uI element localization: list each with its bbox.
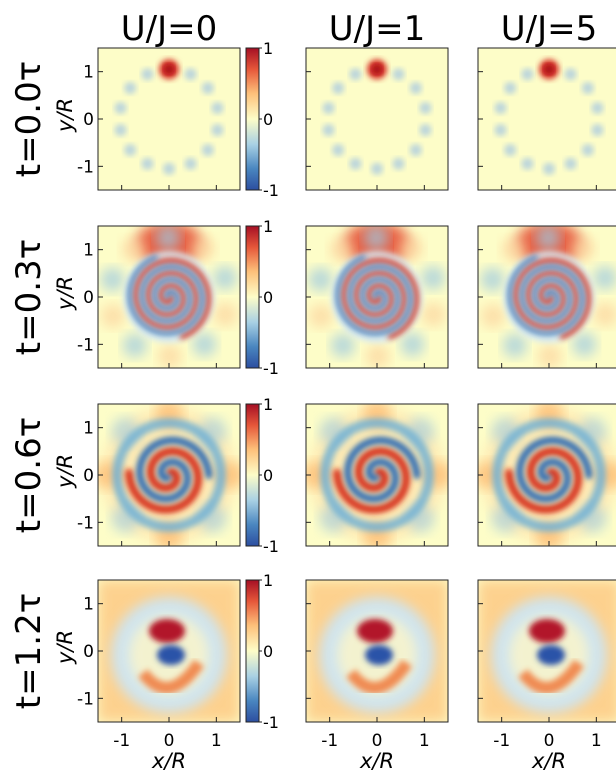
colorbar	[245, 225, 260, 369]
y-tick-label: 0	[83, 466, 94, 486]
colorbar-tick-label: 1	[263, 217, 273, 236]
colorbar-tick-label: 0	[263, 642, 273, 661]
colorbar-tick-label: -1	[263, 537, 279, 556]
colorbar-tick-label: -1	[263, 181, 279, 200]
colorbar-tick-label: 0	[263, 288, 273, 307]
heatmap-panel	[478, 226, 616, 368]
y-tick-label: 1	[83, 241, 94, 261]
colorbar-tick-label: 0	[263, 110, 273, 129]
plots: U/J=0 U/J=1 U/J=5 t=0.0τ t=0.3τ t=0.6τ t=1.2τ 1…	[9, 9, 616, 773]
x-tick-label: 0	[372, 731, 383, 751]
y-axis-label: y/R	[53, 630, 77, 665]
heatmap-panel	[98, 404, 240, 546]
colorbar-tick-label: -1	[263, 359, 279, 378]
x-tick-label: 1	[419, 731, 430, 751]
colorbar	[245, 579, 260, 723]
x-tick-label: 0	[164, 731, 175, 751]
row-title: t=0.0τ	[9, 61, 49, 177]
x-tick-label: 1	[591, 731, 602, 751]
y-tick-label: 0	[83, 110, 94, 130]
column-title: U/J=5	[501, 9, 598, 49]
heatmap-panel	[478, 580, 616, 722]
y-tick-label: 1	[83, 595, 94, 615]
column-title: U/J=1	[329, 9, 426, 49]
row-title: t=0.3τ	[9, 239, 49, 355]
x-axis-label: x/R	[359, 749, 394, 773]
colorbar-tick-label: 1	[263, 571, 273, 590]
heatmap-panel	[306, 580, 448, 722]
heatmap-panel	[306, 48, 448, 190]
heatmap-panel	[98, 226, 240, 368]
x-axis-label: x/R	[531, 749, 566, 773]
y-tick-label: -1	[77, 513, 94, 533]
y-tick-label: -1	[77, 689, 94, 709]
y-tick-label: 0	[83, 642, 94, 662]
heatmap-panel	[98, 580, 240, 722]
column-title: U/J=0	[121, 9, 218, 49]
heatmap-panel	[306, 404, 448, 546]
colorbar-tick-label: -1	[263, 713, 279, 732]
x-tick-label: 0	[544, 731, 555, 751]
row-title: t=1.2τ	[9, 593, 49, 709]
y-axis-label: y/R	[53, 454, 77, 489]
x-tick-label: -1	[113, 731, 130, 751]
colorbar-tick-label: 1	[263, 39, 273, 58]
y-tick-label: -1	[77, 335, 94, 355]
colorbar	[245, 47, 260, 191]
x-tick-label: -1	[493, 731, 510, 751]
x-tick-label: 1	[211, 731, 222, 751]
heatmap-panel	[306, 226, 448, 368]
y-axis-label: y/R	[53, 98, 77, 133]
row-title: t=0.6τ	[9, 417, 49, 533]
y-tick-label: 1	[83, 419, 94, 439]
y-tick-label: 0	[83, 288, 94, 308]
colorbar-tick-label: 0	[263, 466, 273, 485]
heatmap-panel	[478, 48, 616, 190]
colorbar-tick-label: 1	[263, 395, 273, 414]
x-tick-label: -1	[321, 731, 338, 751]
colorbar	[245, 403, 260, 547]
heatmap-panel	[478, 404, 616, 546]
heatmap-panel	[98, 48, 240, 190]
y-axis-label: y/R	[53, 276, 77, 311]
y-tick-label: 1	[83, 63, 94, 83]
y-tick-label: -1	[77, 157, 94, 177]
x-axis-label: x/R	[151, 749, 186, 773]
